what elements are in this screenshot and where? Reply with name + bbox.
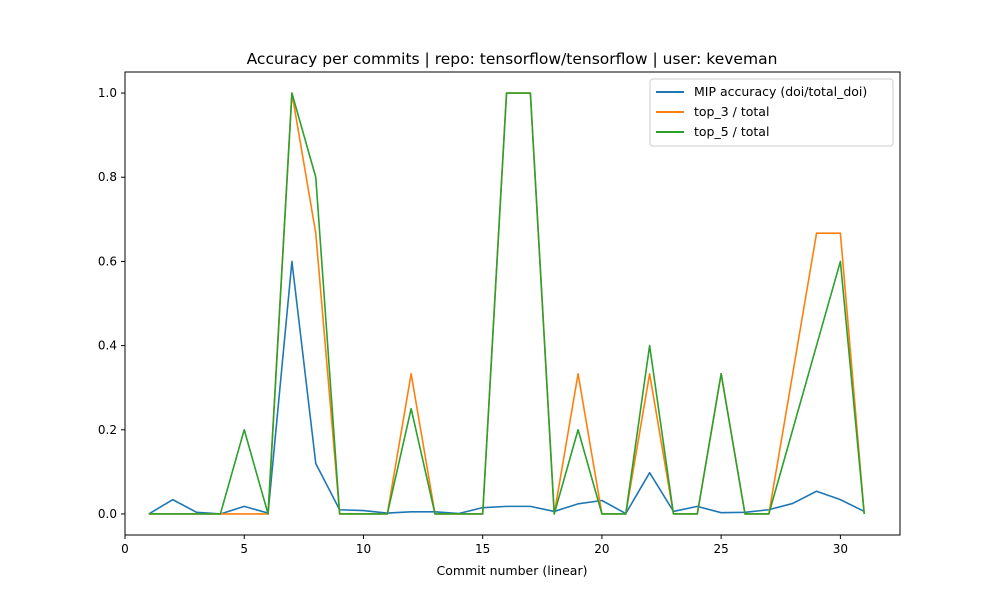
- y-tick-label: 0.6: [98, 254, 117, 268]
- y-ticks: 0.0 0.2 0.4 0.6 0.8 1.0: [98, 86, 125, 521]
- x-tick-label: 10: [356, 542, 371, 556]
- x-tick-label: 30: [833, 542, 848, 556]
- y-tick-label: 1.0: [98, 86, 117, 100]
- x-tick-label: 15: [475, 542, 490, 556]
- x-ticks: 0 5 10 15 20 25 30: [121, 535, 848, 556]
- legend-items: MIP accuracy (doi/total_doi) top_3 / tota…: [656, 84, 867, 139]
- axes-frame: [124, 71, 901, 536]
- legend-box: [649, 78, 894, 147]
- legend-label: top_5 / total: [694, 124, 769, 139]
- x-axis-label: Commit number (linear): [437, 563, 588, 578]
- chart-title: Accuracy per commits | repo: tensorflow/…: [247, 50, 778, 68]
- series-line-2: [148, 92, 866, 515]
- x-tick-label: 5: [240, 542, 248, 556]
- y-tick-label: 0.2: [98, 423, 117, 437]
- y-tick-label: 0.0: [98, 507, 117, 521]
- y-tick-label: 0.8: [98, 170, 117, 184]
- series-line-1: [148, 260, 865, 515]
- y-tick-label: 0.4: [98, 339, 117, 353]
- plot-area: 0 5 10 15 20 25 30 0.0 0.2 0.4 0.6 0.8 1.0: [98, 71, 901, 556]
- series-line-3: [148, 92, 866, 515]
- legend-label: MIP accuracy (doi/total_doi): [694, 84, 867, 99]
- x-tick-label: 25: [714, 542, 729, 556]
- legend-label: top_3 / total: [694, 104, 769, 119]
- legend: MIP accuracy (doi/total_doi) top_3 / tota…: [649, 78, 894, 147]
- x-tick-label: 20: [594, 542, 609, 556]
- x-tick-label: 0: [121, 542, 129, 556]
- series-layer: [148, 92, 866, 515]
